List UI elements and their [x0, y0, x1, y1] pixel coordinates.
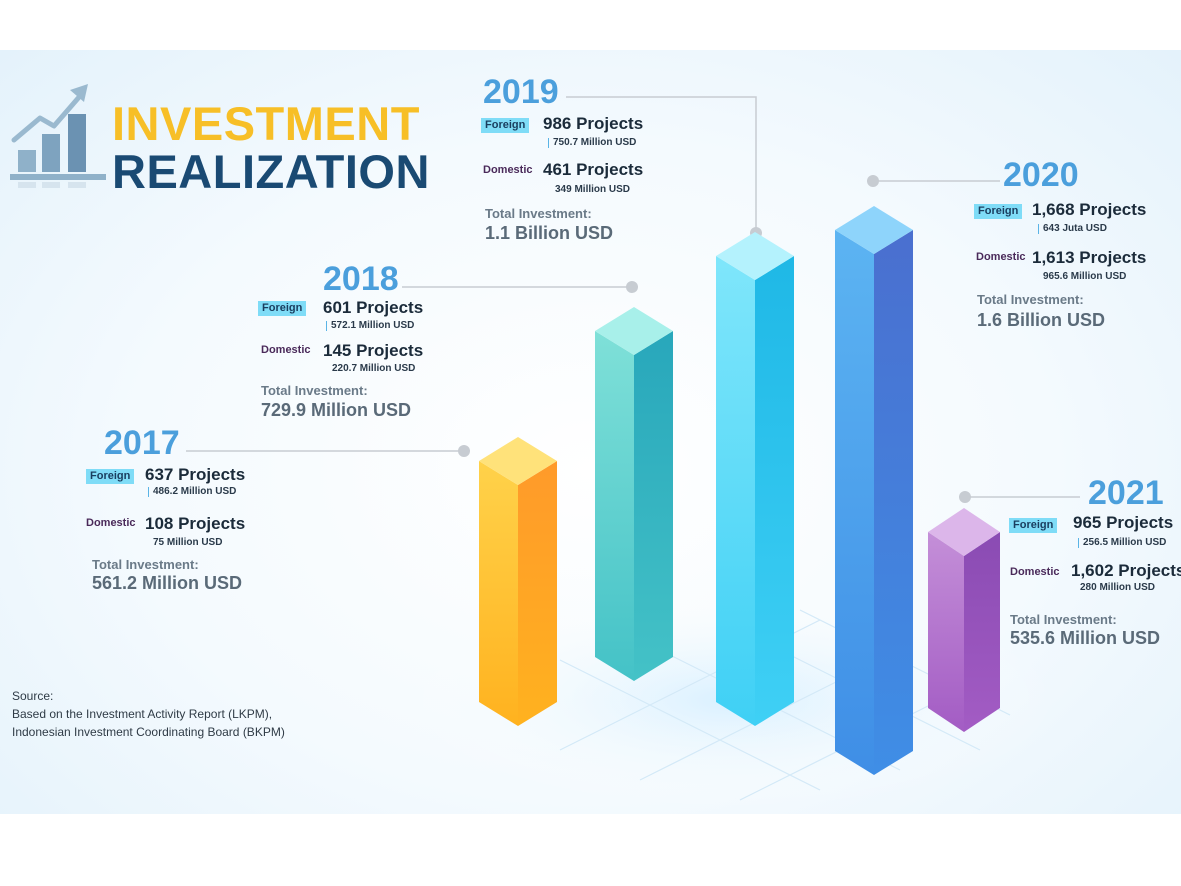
growth-chart-icon: [10, 84, 106, 188]
total-label: Total Investment:: [261, 383, 368, 398]
foreign-projects: 1,668 Projects: [1032, 200, 1147, 219]
total-value: 1.1 Billion USD: [485, 223, 614, 243]
bar-left-face: [928, 532, 964, 732]
bar-top-face: [595, 307, 673, 355]
title-line-1: INVESTMENT: [112, 97, 420, 150]
domestic-amount: 75 Million USD: [153, 537, 223, 548]
foreign-amount: 256.5 Million USD: [1078, 538, 1166, 548]
domestic-projects: 1,613 Projects: [1032, 248, 1147, 267]
year-label: 2019: [483, 73, 559, 111]
bar-top-face: [928, 508, 1000, 556]
year-label: 2017: [104, 424, 180, 462]
foreign-projects: 637 Projects: [145, 465, 246, 484]
foreign-tag: Foreign: [1009, 518, 1058, 533]
total-value: 561.2 Million USD: [92, 573, 243, 593]
bar-left-face: [835, 230, 874, 775]
year-label: 2018: [323, 260, 399, 298]
total-label: Total Investment:: [92, 557, 199, 572]
source-label: Source:: [12, 689, 54, 703]
bar-top-face: [479, 437, 557, 485]
bar-2021: [928, 508, 1000, 732]
source-line-2: Indonesian Investment Coordinating Board…: [12, 725, 285, 739]
bar-top-face: [716, 232, 794, 280]
bar-right-face: [518, 461, 557, 726]
foreign-tag: Foreign: [258, 301, 307, 316]
foreign-amount: 643 Juta USD: [1038, 224, 1107, 234]
foreign-tag: Foreign: [481, 118, 530, 133]
domestic-amount: 965.6 Million USD: [1043, 271, 1127, 282]
domestic-tag: Domestic: [483, 164, 533, 176]
total-label: Total Investment:: [1010, 612, 1117, 627]
bar-left-face: [479, 461, 518, 726]
foreign-tag: Foreign: [974, 204, 1023, 219]
foreign-amount: 750.7 Million USD: [548, 138, 636, 148]
total-label: Total Investment:: [977, 292, 1084, 307]
year-label: 2021: [1088, 474, 1164, 512]
foreign-projects: 601 Projects: [323, 298, 424, 317]
bar-right-face: [755, 256, 794, 726]
bar-right-face: [874, 230, 913, 775]
bar-2017: [479, 437, 557, 726]
total-value: 729.9 Million USD: [261, 400, 412, 420]
bar-right-face: [964, 532, 1000, 732]
foreign-tag: Foreign: [86, 469, 135, 484]
bar-right-face: [634, 331, 673, 681]
bar-2020: [835, 206, 913, 775]
domestic-amount: 220.7 Million USD: [332, 363, 416, 374]
foreign-projects: 986 Projects: [543, 114, 644, 133]
bar-top-face: [835, 206, 913, 254]
foreign-projects: 965 Projects: [1073, 513, 1174, 532]
domestic-tag: Domestic: [86, 517, 136, 529]
domestic-projects: 1,602 Projects: [1071, 561, 1181, 580]
title-line-2: REALIZATION: [112, 145, 430, 198]
bar-left-face: [716, 256, 755, 726]
domestic-tag: Domestic: [976, 251, 1026, 263]
bar-left-face: [595, 331, 634, 681]
year-label: 2020: [1003, 156, 1079, 194]
domestic-projects: 461 Projects: [543, 160, 644, 179]
bar-2018: [595, 307, 673, 681]
bar-2019: [716, 232, 794, 726]
domestic-projects: 108 Projects: [145, 514, 246, 533]
domestic-projects: 145 Projects: [323, 341, 424, 360]
source-line-1: Based on the Investment Activity Report …: [12, 707, 273, 721]
total-value: 535.6 Million USD: [1010, 628, 1161, 648]
total-value: 1.6 Billion USD: [977, 310, 1106, 330]
foreign-amount: 572.1 Million USD: [326, 321, 414, 331]
domestic-amount: 349 Million USD: [555, 184, 631, 195]
total-label: Total Investment:: [485, 206, 592, 221]
domestic-tag: Domestic: [1010, 566, 1060, 578]
domestic-amount: 280 Million USD: [1080, 582, 1156, 593]
domestic-tag: Domestic: [261, 344, 311, 356]
foreign-amount: 486.2 Million USD: [148, 487, 236, 497]
source-note: Source: Based on the Investment Activity…: [12, 687, 285, 741]
